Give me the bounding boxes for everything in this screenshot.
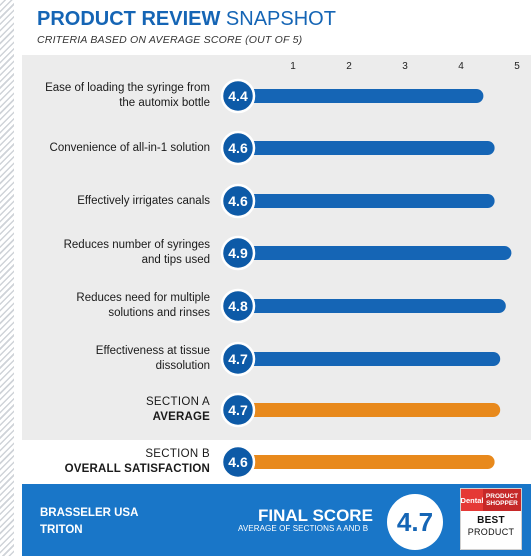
bar-4	[240, 246, 512, 260]
row-label-3: Effectively irrigates canals	[77, 194, 210, 209]
bar-3	[240, 194, 495, 208]
row-label-8: SECTION B OVERALL SATISFACTION	[10, 447, 210, 477]
score-circle-5	[220, 288, 256, 324]
row-label-line: Ease of loading the syringe from	[45, 82, 210, 94]
row-label-6: Effectiveness at tissue dissolution	[10, 344, 210, 374]
score-label-3: 4.6	[228, 193, 248, 209]
product-name: TRITON	[40, 524, 83, 536]
tick-label-1: 1	[290, 61, 296, 72]
final-score-value: 4.7	[387, 494, 443, 550]
tick-label-3: 3	[402, 61, 408, 72]
score-label-6: 4.7	[228, 351, 248, 367]
bar-5	[240, 299, 506, 313]
row-label-line: the automix bottle	[119, 97, 210, 109]
brand-name: BRASSELER USA	[40, 507, 139, 519]
hatch-border	[0, 0, 14, 556]
row-label-line: Convenience of all-in-1 solution	[49, 141, 210, 154]
row-label-line: OVERALL SATISFACTION	[64, 463, 210, 475]
row-label-5: Reduces need for multiple solutions and r…	[10, 291, 210, 321]
bar-2	[240, 141, 495, 155]
score-circle-4	[220, 235, 256, 271]
title-rest: SNAPSHOT	[225, 8, 336, 30]
page-title: PRODUCT REVIEW SNAPSHOT	[37, 7, 336, 31]
best-product-badge: Dental PRODUCT SHOPPER BEST PRODUCT	[460, 488, 522, 550]
row-label-4: Reduces number of syringes and tips used	[10, 238, 210, 268]
badge-product-shopper: PRODUCT SHOPPER	[483, 489, 521, 511]
tick-label-2: 2	[346, 61, 352, 72]
row-label-line: solutions and rinses	[108, 307, 210, 319]
badge-ps-line1: PRODUCT	[485, 493, 519, 500]
row-label-1: Ease of loading the syringe from the auto…	[10, 81, 210, 111]
badge-dental: Dental	[461, 489, 483, 511]
row-label-line: Effectively irrigates canals	[77, 194, 210, 207]
brand-block: BRASSELER USA TRITON	[40, 505, 138, 539]
bar-6	[240, 352, 501, 366]
bar-1	[240, 89, 484, 103]
final-score-subtitle: AVERAGE OF SECTIONS A AND B	[238, 524, 369, 533]
score-label-7: 4.7	[228, 402, 248, 418]
row-label-line: dissolution	[155, 360, 210, 372]
badge-product: PRODUCT	[467, 527, 515, 537]
row-label-line: Reduces need for multiple	[76, 292, 210, 304]
bar-8	[240, 455, 495, 469]
row-label-7: SECTION A AVERAGE	[10, 395, 210, 425]
score-circle-1	[220, 78, 256, 114]
score-label-5: 4.8	[228, 298, 248, 314]
row-label-2: Convenience of all-in-1 solution	[50, 141, 210, 156]
row-label-line: SECTION B	[145, 448, 210, 460]
score-label-2: 4.6	[228, 140, 248, 156]
row-label-line: Effectiveness at tissue	[95, 345, 210, 357]
row-label-line: SECTION A	[145, 396, 210, 408]
score-label-1: 4.4	[228, 88, 248, 104]
badge-ps-line2: SHOPPER	[486, 500, 518, 507]
badge-best: BEST	[477, 515, 505, 526]
tick-label-4: 4	[458, 61, 464, 72]
bar-7	[240, 403, 501, 417]
final-score-title: FINAL SCORE	[258, 506, 373, 525]
title-bold: PRODUCT REVIEW	[37, 8, 221, 30]
score-circle-6	[220, 341, 256, 377]
score-circle-3	[220, 183, 256, 219]
row-label-line: and tips used	[141, 254, 210, 266]
score-circle-8	[220, 444, 256, 480]
footer-band	[22, 484, 531, 556]
row-label-line: Reduces number of syringes	[63, 239, 210, 251]
score-circle-7	[220, 392, 256, 428]
score-label-8: 4.6	[228, 454, 248, 470]
score-circle-2	[220, 130, 256, 166]
row-label-line: AVERAGE	[152, 411, 210, 423]
page-subtitle: CRITERIA BASED ON AVERAGE SCORE (OUT OF …	[37, 34, 303, 46]
score-label-4: 4.9	[228, 245, 248, 261]
tick-label-5: 5	[514, 61, 520, 72]
